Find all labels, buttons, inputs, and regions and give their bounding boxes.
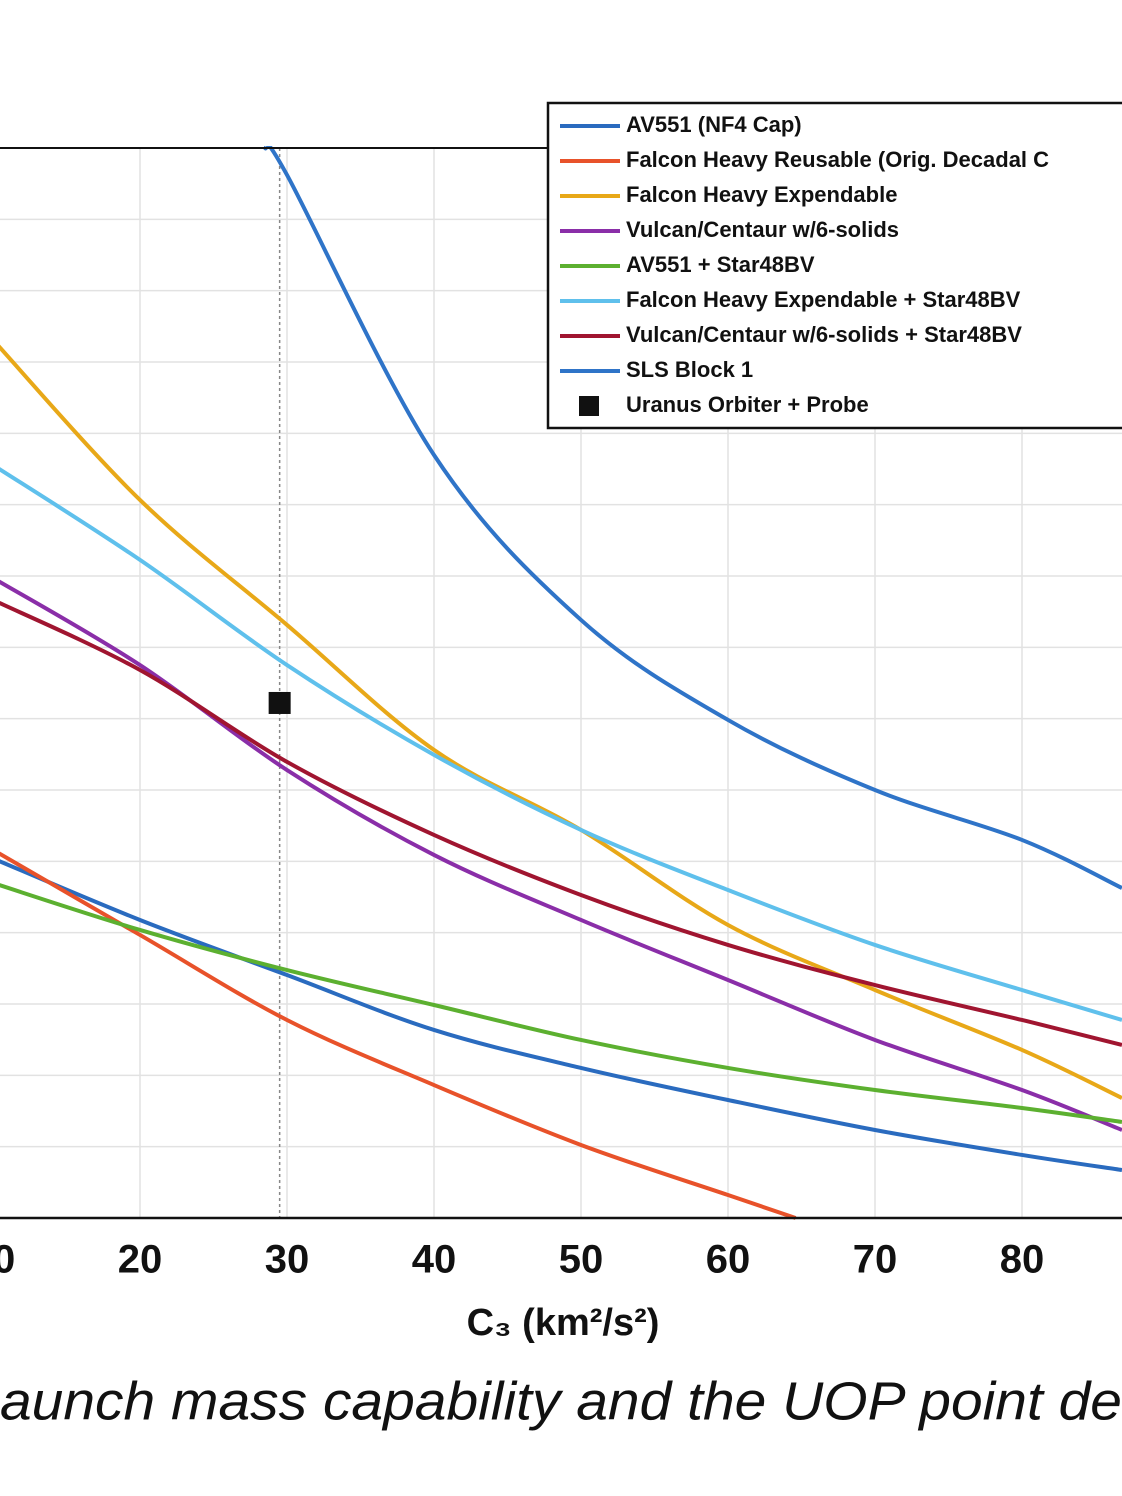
x-tick-label: 60 <box>706 1238 751 1282</box>
line-series <box>0 859 1122 1173</box>
x-tick-label: 50 <box>559 1238 604 1282</box>
line-series <box>0 579 1122 1132</box>
legend-label: Falcon Heavy Expendable <box>626 182 897 207</box>
legend-label: Uranus Orbiter + Probe <box>626 392 869 417</box>
x-tick-label: 70 <box>853 1238 898 1282</box>
legend-box <box>546 101 1122 430</box>
caption: aunch mass capability and the UOP point … <box>0 1371 1122 1431</box>
x-tick-label: 20 <box>118 1238 163 1282</box>
legend-label: Vulcan/Centaur w/6-solids + Star48BV <box>626 322 1022 347</box>
line-series <box>0 851 797 1220</box>
legend-label: Falcon Heavy Reusable (Orig. Decadal C <box>626 147 1049 172</box>
legend-label: Falcon Heavy Expendable + Star48BV <box>626 287 1021 312</box>
line-series <box>0 601 1122 1047</box>
x-tick-label: 10 <box>0 1238 15 1282</box>
line-series <box>0 467 1122 1022</box>
data-point <box>268 691 291 714</box>
legend-swatch <box>579 396 599 416</box>
x-tick-label: 30 <box>265 1238 310 1282</box>
x-axis-label: C₃ (km²/s²) <box>467 1302 660 1344</box>
x-tick-label: 40 <box>412 1238 457 1282</box>
legend-label: AV551 (NF4 Cap) <box>626 112 802 137</box>
legend-label: AV551 + Star48BV <box>626 252 815 277</box>
line-series <box>263 146 1122 890</box>
line-series <box>0 883 1122 1124</box>
x-tick-label: 80 <box>1000 1238 1045 1282</box>
legend-label: SLS Block 1 <box>626 357 753 382</box>
legend-label: Vulcan/Centaur w/6-solids <box>626 217 899 242</box>
